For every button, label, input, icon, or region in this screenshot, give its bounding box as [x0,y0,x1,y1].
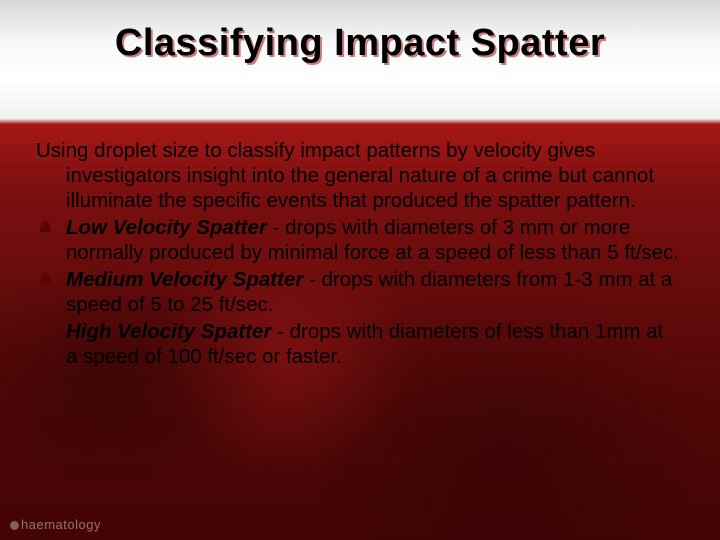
slide-body: Using droplet size to classify impact pa… [36,138,680,371]
slide-title: Classifying Impact Spatter [0,22,720,65]
intro-paragraph: Using droplet size to classify impact pa… [36,138,680,213]
term-label: Medium Velocity Spatter [66,268,303,291]
watermark-text: haematology [21,517,101,532]
list-item: Low Velocity Spatter - drops with diamet… [36,215,680,265]
list-item: Medium Velocity Spatter - drops with dia… [36,267,680,317]
term-label: Low Velocity Spatter [66,216,267,239]
watermark: haematology [10,517,101,532]
list-item: High Velocity Spatter - drops with diame… [36,319,680,369]
watermark-dot-icon [10,521,19,530]
bullet-list: Low Velocity Spatter - drops with diamet… [36,215,680,369]
term-label: High Velocity Spatter [66,320,271,343]
